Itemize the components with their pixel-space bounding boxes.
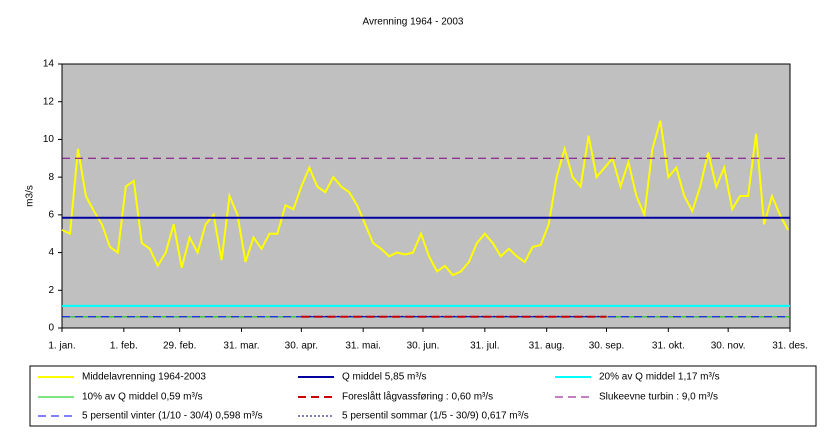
x-tick-label: 29. feb. (163, 341, 196, 352)
y-tick-label: 2 (48, 285, 54, 296)
y-tick-label: 6 (48, 209, 54, 220)
x-tick-label: 30. nov. (711, 341, 746, 352)
y-tick-label: 12 (43, 96, 55, 107)
x-tick-label: 30. apr. (285, 341, 318, 352)
x-tick-label: 31. aug. (529, 341, 565, 352)
x-tick-label: 31. jul. (470, 341, 499, 352)
y-axis-label: m3/s (25, 185, 36, 207)
y-tick-label: 0 (48, 323, 54, 334)
x-tick-label: 31. des. (772, 341, 808, 352)
legend-label: 10% av Q middel 0,59 m³/s (82, 392, 203, 403)
y-tick-label: 10 (43, 134, 55, 145)
legend-label: Slukeevne turbin : 9,0 m³/s (599, 392, 718, 403)
legend-label: Middelavrenning 1964-2003 (82, 372, 206, 383)
x-tick-label: 1. feb. (110, 341, 138, 352)
legend-label: Q middel 5,85 m³/s (342, 372, 426, 383)
y-tick-label: 8 (48, 172, 54, 183)
series-line (61, 120, 789, 277)
legend-label: 5 persentil vinter (1/10 - 30/4) 0,598 m… (82, 411, 263, 422)
plot-area (61, 63, 791, 329)
x-tick-label: 31. mar. (223, 341, 259, 352)
x-tick-label: 31. mai. (345, 341, 381, 352)
legend (29, 365, 817, 427)
x-tick-label: 30. jun. (407, 341, 440, 352)
legend-label: 5 persentil sommar (1/5 - 30/9) 0,617 m³… (342, 411, 529, 422)
chart-title: Avrenning 1964 - 2003 (362, 17, 463, 28)
y-tick-label: 4 (48, 247, 54, 258)
x-tick-label: 31. okt. (652, 341, 685, 352)
y-tick-label: 14 (43, 59, 55, 70)
x-tick-label: 30. sep. (589, 341, 625, 352)
legend-label: 20% av Q middel 1,17 m³/s (599, 372, 720, 383)
legend-label: Foreslått lågvassføring : 0,60 m³/s (342, 391, 493, 403)
x-tick-label: 1. jan. (48, 341, 75, 352)
